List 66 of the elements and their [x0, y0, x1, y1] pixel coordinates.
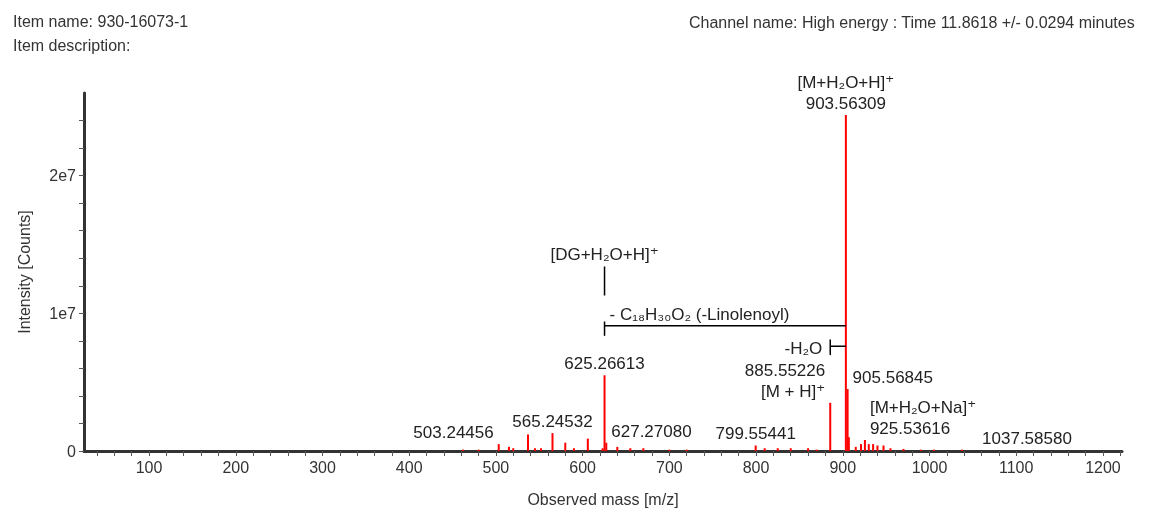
bar: [564, 442, 567, 451]
bar: [882, 445, 885, 451]
annotation: [M + H]⁺: [761, 381, 826, 401]
x-axis-title: Observed mass [m/z]: [527, 490, 679, 508]
annotation: - C₁₈H₃₀O₂ (-Linolenoyl): [609, 304, 790, 324]
bar: [867, 444, 870, 451]
x-tick-label: 600: [569, 458, 597, 476]
x-tick-label: 400: [395, 458, 423, 476]
annotation: -H₂O: [784, 338, 823, 358]
bar: [572, 448, 575, 451]
y-tick-label: 1e7: [49, 304, 77, 322]
bar: [763, 448, 766, 451]
bar: [776, 448, 779, 451]
bar: [586, 438, 589, 451]
x-tick-label: 100: [135, 458, 163, 476]
bar: [829, 402, 832, 451]
bar: [863, 439, 866, 451]
x-tick-label: 800: [742, 458, 770, 476]
bar: [789, 448, 792, 451]
bar: [551, 433, 554, 451]
bar: [507, 446, 510, 451]
x-tick-label: 1200: [1085, 458, 1121, 476]
x-tick-label: 900: [829, 458, 857, 476]
annotation: 799.55441: [715, 424, 796, 444]
bar: [807, 448, 810, 451]
bar: [859, 444, 862, 451]
bar: [844, 115, 847, 451]
bar: [854, 446, 857, 451]
bar: [526, 434, 529, 451]
y-tick-label: 2e7: [49, 167, 77, 185]
x-tick-label: 1100: [999, 458, 1034, 476]
annotation: 885.55226: [744, 360, 826, 380]
chart-title: Item name: 930-16073-1: [13, 12, 189, 30]
annotation: [M+H₂O+Na]⁺: [869, 397, 977, 417]
x-tick-label: 200: [222, 458, 250, 476]
annotation: [M+H₂O+H]⁺: [797, 73, 895, 93]
bar: [540, 448, 542, 451]
bar: [616, 446, 619, 451]
bar: [876, 445, 879, 451]
annotation: 627.27080: [611, 421, 692, 441]
annotation: 905.56845: [852, 368, 933, 388]
bar: [512, 448, 515, 451]
chart-subtitle: Item description:: [13, 36, 131, 54]
x-tick-label: 700: [655, 458, 683, 476]
bar: [642, 448, 645, 451]
x-tick-label: 500: [482, 458, 510, 476]
bar: [603, 375, 606, 451]
annotation: 903.56309: [805, 94, 887, 114]
annotation: [DG+H₂O+H]⁺: [550, 245, 659, 265]
text: Channel name: High energy : Time 11.8618 +/- 0.0294 minutes: [688, 13, 1135, 31]
x-tick-label: 300: [309, 458, 336, 476]
bar: [902, 448, 905, 451]
bar: [754, 445, 757, 451]
x-tick-label: 1000: [911, 458, 948, 476]
bar: [629, 448, 632, 451]
annotation: 503.24456: [413, 423, 494, 443]
annotation: 925.53616: [869, 418, 951, 438]
annotation: 1037.58580: [982, 428, 1072, 448]
bar: [533, 448, 536, 451]
y-axis-title: Intensity [Counts]: [15, 210, 33, 334]
bar: [497, 444, 500, 451]
annotation: 625.26613: [564, 354, 645, 374]
annotation: 565.24532: [512, 412, 593, 432]
bar: [872, 444, 875, 451]
bar: [889, 448, 892, 451]
y-tick-label: 0: [67, 442, 77, 460]
